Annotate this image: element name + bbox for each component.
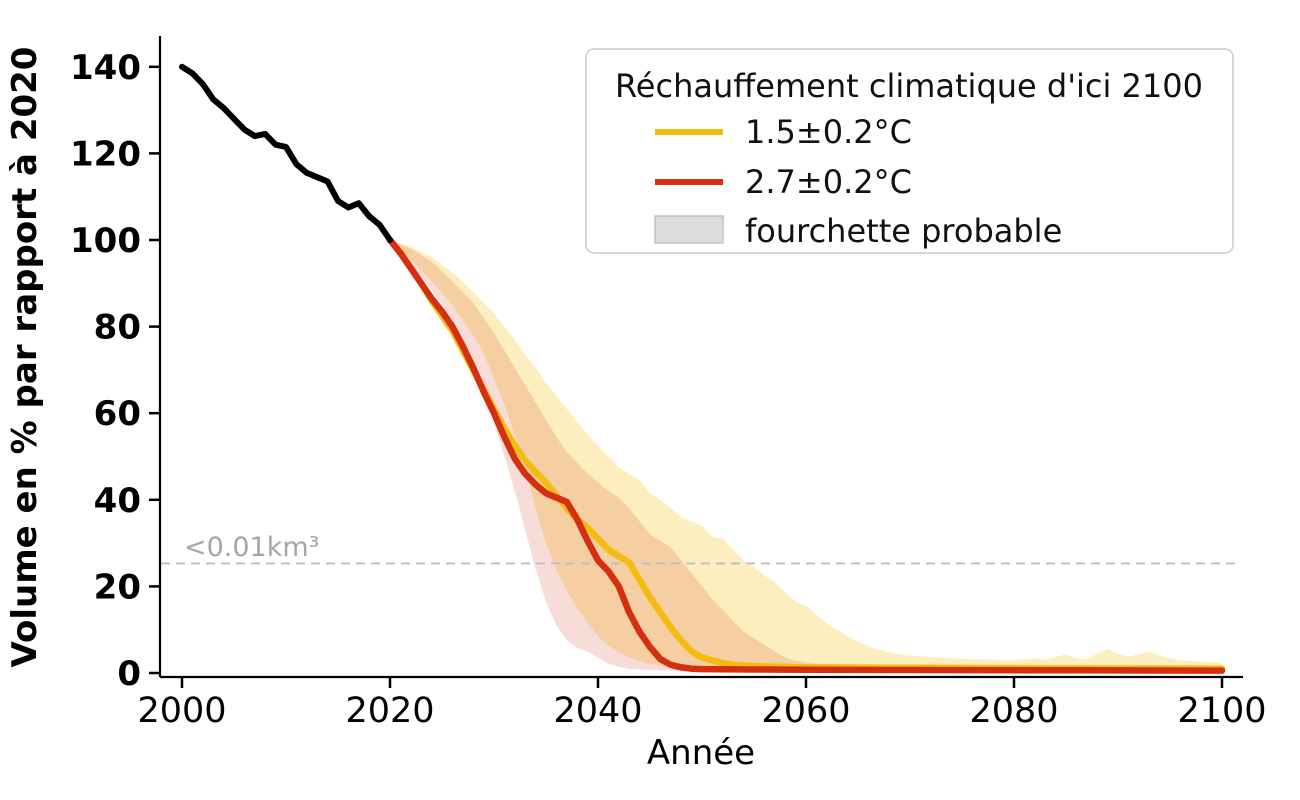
- y-tick-label: 0: [117, 654, 141, 694]
- legend-patch-likely-range: [654, 215, 724, 244]
- legend-label-likely-range: fourchette probable: [745, 212, 1062, 250]
- y-tick-label: 120: [70, 134, 141, 174]
- legend-label-1.5C: 1.5±0.2°C: [745, 113, 912, 151]
- y-tick-label: 20: [94, 567, 141, 607]
- threshold-label: <0.01km³: [184, 532, 320, 563]
- data-series: [179, 63, 1226, 674]
- x-tick-label: 2000: [137, 691, 226, 731]
- y-tick-label: 60: [94, 394, 141, 434]
- x-tick-label: 2080: [969, 691, 1058, 731]
- legend-box: [585, 48, 1234, 254]
- legend-label-2.7C: 2.7±0.2°C: [745, 163, 912, 201]
- legend-title: Réchauffement climatique d'ici 2100: [615, 67, 1203, 105]
- series-line-0: [179, 63, 393, 243]
- x-tick-label: 2060: [761, 691, 850, 731]
- y-tick-label: 140: [70, 48, 141, 88]
- y-tick-label: 100: [70, 221, 141, 261]
- x-axis-title: Année: [647, 733, 755, 773]
- x-tick-label: 2020: [345, 691, 434, 731]
- y-axis-title: Volume en % par rapport à 2020: [5, 47, 45, 668]
- x-tick-label: 2100: [1177, 691, 1266, 731]
- y-tick-label: 80: [94, 308, 141, 348]
- series-line-2: [386, 236, 1226, 674]
- x-tick-label: 2040: [553, 691, 642, 731]
- legend: Réchauffement climatique d'ici 2100 1.5±…: [585, 48, 1234, 254]
- y-tick-label: 40: [94, 481, 141, 521]
